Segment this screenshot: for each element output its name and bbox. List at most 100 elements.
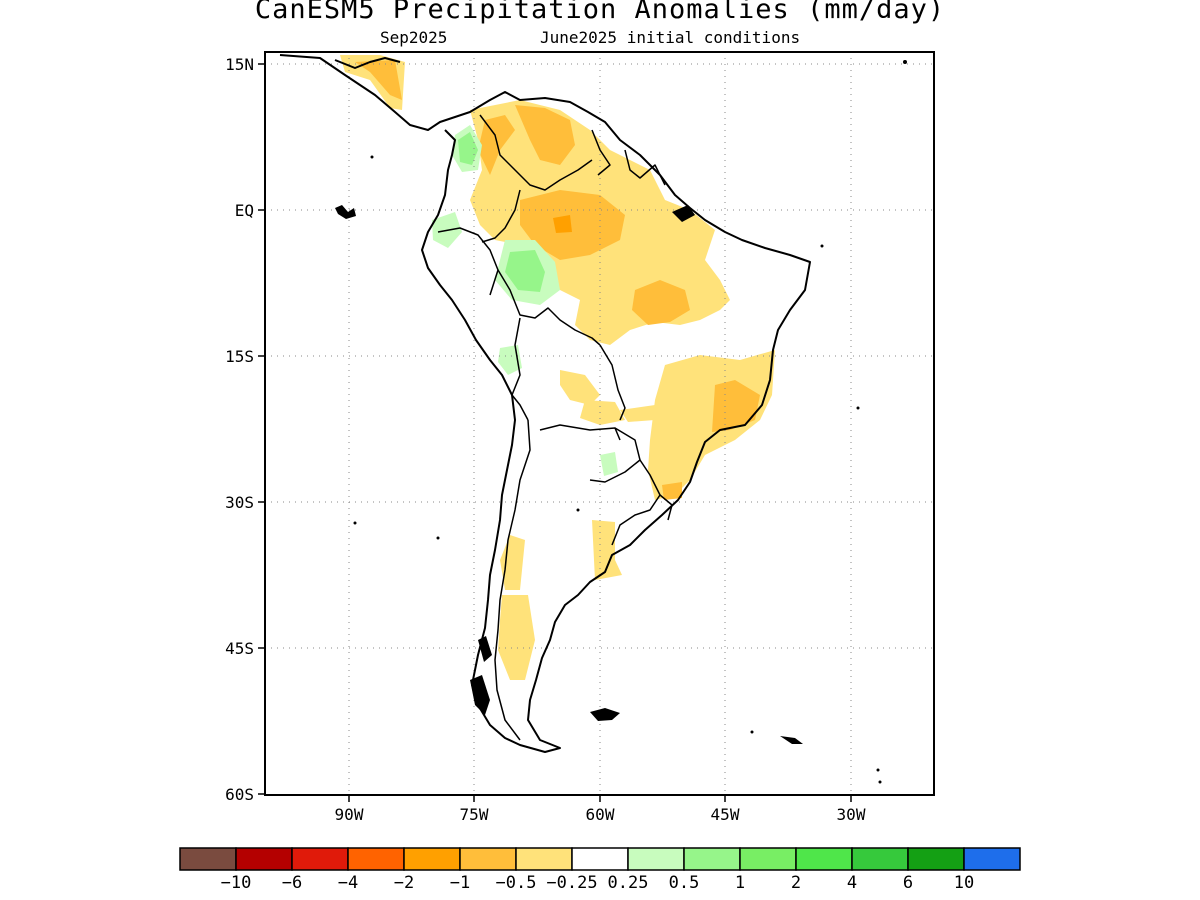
lat-label: 15N — [225, 55, 254, 74]
south-america-coast — [279, 54, 811, 753]
lat-label: 30S — [225, 493, 254, 512]
island-dot — [878, 780, 882, 784]
island-dot — [370, 155, 374, 159]
anomaly-paraguay — [580, 400, 625, 425]
axis-ticks — [258, 63, 852, 802]
colorbar-swatch — [235, 847, 293, 871]
lon-label: 60W — [586, 805, 615, 824]
colorbar-label: 0.25 — [608, 873, 649, 893]
lon-label: 75W — [460, 805, 489, 824]
lat-label: 45S — [225, 639, 254, 658]
colorbar-swatch — [179, 847, 237, 871]
coastlines — [279, 54, 811, 753]
border-uruguay-brazil — [659, 494, 673, 521]
anomaly-patagonia — [498, 595, 535, 680]
anomaly-peru-north-core — [505, 250, 545, 292]
forecast-month: Sep2025 — [380, 28, 448, 47]
anomaly-paraguay-green — [600, 452, 618, 476]
lon-label: 30W — [837, 805, 866, 824]
island-dot — [856, 406, 860, 410]
colorbar — [179, 847, 1021, 871]
falkland-islands — [590, 708, 620, 721]
anomaly-venezuela — [478, 115, 515, 175]
colorbar-label: 6 — [903, 873, 913, 893]
island-dot — [820, 244, 824, 248]
colorbar-swatch — [907, 847, 965, 871]
lat-label: EQ — [235, 201, 254, 220]
island-dot — [876, 768, 880, 772]
colorbar-swatch — [347, 847, 405, 871]
country-borders — [437, 114, 673, 741]
colorbar-swatch — [739, 847, 797, 871]
colorbar-swatch — [627, 847, 685, 871]
colorbar-label: 0.5 — [669, 873, 700, 893]
lat-label: 15S — [225, 347, 254, 366]
colorbar-label: 4 — [847, 873, 857, 893]
colorbar-label: −4 — [338, 873, 358, 893]
border-ecuador-peru — [437, 227, 499, 296]
border-chile-argentina — [494, 419, 531, 741]
anomaly-colombia-west-core — [458, 132, 478, 165]
lon-label: 90W — [335, 805, 364, 824]
tierra-del-fuego-islands — [470, 675, 490, 715]
anomaly-amazon-peak — [553, 215, 572, 233]
map-title: CanESM5 Precipitation Anomalies (mm/day) — [254, 0, 946, 25]
island-dot — [750, 730, 754, 734]
marajo-island — [672, 205, 695, 222]
island-dot — [353, 521, 357, 525]
colorbar-label: 2 — [791, 873, 801, 893]
anomaly-amazon-core — [520, 190, 625, 260]
colorbar-label: −6 — [282, 873, 302, 893]
chiloe-island — [478, 636, 492, 662]
border-bolivia-chile — [511, 394, 529, 421]
colorbar-swatch — [459, 847, 517, 871]
south-georgia — [780, 736, 803, 744]
island-dot — [576, 508, 580, 512]
border-bolivia-paraguay — [539, 424, 621, 441]
colorbar-label: −2 — [394, 873, 414, 893]
initial-conditions-label: June2025 initial conditions — [540, 28, 801, 47]
colorbar-swatch — [795, 847, 853, 871]
anomaly-medium-green-areas — [458, 132, 545, 292]
colorbar-labels: −10 −6 −4 −2 −1 −0.5 −0.25 0.25 0.5 1 2 4 6 10 — [221, 873, 975, 893]
border-colombia-venezuela — [479, 114, 593, 191]
anomaly-colombia-east — [515, 105, 575, 165]
border-bolivia-brazil — [599, 344, 626, 421]
anomaly-south-brazil — [662, 482, 682, 500]
border-peru-brazil — [497, 269, 601, 346]
colorbar-swatch — [963, 847, 1021, 871]
border-venezuela-guyana — [591, 129, 611, 176]
caribbean-coast — [334, 57, 401, 69]
colorbar-swatch — [683, 847, 741, 871]
island-dot — [436, 536, 440, 540]
anomaly-southeast-brazil — [712, 380, 760, 432]
border-peru-bolivia — [511, 317, 521, 396]
anomaly-dark-orange-areas — [553, 215, 572, 233]
anomaly-argentina — [592, 520, 622, 580]
island-dot — [903, 60, 907, 64]
anomaly-medium-orange-areas — [355, 60, 760, 500]
colorbar-label: −0.25 — [546, 873, 597, 893]
anomaly-central-america-core — [355, 60, 402, 100]
colorbar-label: −1 — [450, 873, 470, 893]
colorbar-swatch — [291, 847, 349, 871]
islands — [335, 60, 907, 784]
border-paraguay-argentina — [589, 427, 641, 483]
border-colombia-brazil — [481, 189, 521, 243]
border-argentina-brazil-uruguay — [611, 459, 661, 546]
lat-label: 60S — [225, 785, 254, 804]
lon-label: 45W — [711, 805, 740, 824]
anomaly-chile-north — [500, 535, 525, 590]
colorbar-label: 1 — [735, 873, 745, 893]
anomaly-central-brazil — [632, 280, 690, 325]
border-guianas — [624, 149, 666, 186]
anomaly-central-bolivia — [560, 370, 600, 405]
galapagos-islands — [335, 205, 356, 219]
latitude-labels: 15N EQ 15S 30S 45S 60S — [225, 55, 254, 804]
colorbar-label: −0.5 — [496, 873, 537, 893]
colorbar-swatch — [403, 847, 461, 871]
colorbar-swatch — [571, 847, 629, 871]
anomaly-brazil-strip — [620, 405, 655, 422]
anomaly-fields — [265, 52, 934, 795]
